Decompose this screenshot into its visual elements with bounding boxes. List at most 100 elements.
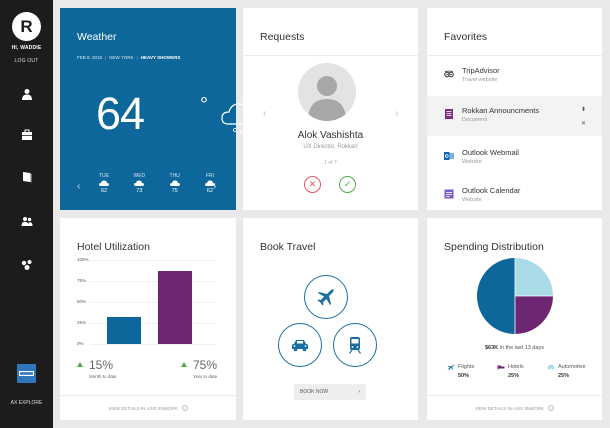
cloud-icon bbox=[134, 180, 145, 186]
favorite-type: Document bbox=[462, 117, 488, 123]
approve-button[interactable]: ✓ bbox=[339, 176, 356, 193]
request-counter: 1 of 7 bbox=[324, 160, 337, 166]
chart-bar bbox=[107, 317, 141, 344]
avatar bbox=[298, 63, 356, 121]
favorites-title: Favorites bbox=[444, 31, 488, 43]
favorite-name: TripAdvisor bbox=[462, 66, 500, 75]
hotel-details-link[interactable]: VIEW DETAILS IN AXIS IINWORK i bbox=[60, 395, 236, 420]
metric-year-value: 75% bbox=[193, 358, 218, 372]
weather-location: NEW YORK bbox=[109, 55, 134, 60]
airplane-icon bbox=[317, 289, 334, 306]
book-car-button[interactable] bbox=[278, 323, 322, 367]
degree-symbol: ° bbox=[200, 94, 208, 116]
reorder-handle-icon[interactable]: ⬍ bbox=[580, 107, 586, 113]
trend-up-icon bbox=[77, 362, 83, 367]
bed-icon bbox=[497, 365, 505, 370]
book-train-button[interactable] bbox=[333, 323, 377, 367]
book-flight-button[interactable] bbox=[304, 275, 348, 319]
forecast-day: THU 75 bbox=[169, 173, 180, 194]
book-travel-card: Book Travel BOOK NOW › bbox=[243, 218, 418, 420]
weather-condition: HEAVY SHOWERS bbox=[140, 55, 181, 60]
user-icon bbox=[21, 89, 32, 100]
info-icon: i bbox=[181, 405, 188, 411]
favorite-item-tripadvisor[interactable]: TripAdvisor Travel website bbox=[427, 56, 602, 96]
favorite-name: Outlook Webmail bbox=[462, 148, 519, 157]
favorite-item-outlook-calendar[interactable]: Outlook Calendar Website bbox=[427, 176, 602, 216]
chart-gridline bbox=[90, 344, 216, 345]
chart-gridline bbox=[90, 260, 216, 261]
train-icon bbox=[349, 337, 361, 354]
spending-details-link[interactable]: VIEW DETAILS IN AXIS IINWORK i bbox=[427, 395, 602, 420]
car-icon bbox=[547, 364, 555, 370]
utilization-chart: 100% 75% 50% 25% 0% bbox=[60, 218, 236, 358]
requests-prev-arrow[interactable]: ‹ bbox=[263, 108, 267, 119]
cloud-icon bbox=[99, 180, 109, 186]
cloud-icon bbox=[169, 180, 180, 186]
spending-legend: Flights 50% Hotels 25% Automotive 25% bbox=[447, 364, 587, 379]
chart-bar bbox=[158, 270, 192, 344]
spending-card: Spending Distribution $63K in the last 1… bbox=[427, 218, 602, 420]
y-tick-label: 75% bbox=[77, 278, 87, 283]
weather-meta: FEB 9, 2015 | NEW YORK | HEAVY SHOWERS bbox=[77, 55, 181, 60]
metric-month-label: Month to date bbox=[89, 374, 117, 379]
requester-name: Alok Vashishta bbox=[297, 130, 364, 141]
forecast-day: WED 73 bbox=[133, 173, 146, 194]
car-icon bbox=[292, 340, 308, 352]
users-icon bbox=[21, 217, 32, 226]
cloud-icon bbox=[204, 180, 215, 186]
info-icon: i bbox=[548, 405, 555, 411]
favorite-name: Rokkan Announcments bbox=[462, 106, 540, 115]
requests-next-arrow[interactable]: › bbox=[395, 108, 399, 119]
nav-profile[interactable] bbox=[0, 74, 53, 114]
hotel-utilization-card: Hotel Utilization 100% 75% 50% 25% 0% 15% Mo… bbox=[60, 218, 236, 420]
weather-date: FEB 9, 2015 bbox=[77, 55, 103, 60]
amex-logo[interactable] bbox=[17, 364, 36, 383]
logout-link[interactable]: LOG OUT bbox=[14, 58, 39, 64]
weather-card: Weather FEB 9, 2015 | NEW YORK | HEAVY S… bbox=[60, 8, 258, 210]
y-tick-label: 100% bbox=[77, 257, 89, 262]
tripadvisor-icon bbox=[444, 70, 454, 78]
favorites-card: Favorites TripAdvisor Travel website Rok… bbox=[427, 8, 602, 210]
calendar-icon bbox=[444, 189, 454, 199]
outlook-icon bbox=[444, 152, 454, 160]
chart-gridline bbox=[90, 323, 216, 324]
favorite-type: Website bbox=[462, 197, 482, 203]
book-icon bbox=[22, 172, 31, 183]
legend-item-automotive: Automotive 25% bbox=[547, 364, 587, 379]
metric-month-value: 15% bbox=[89, 358, 114, 372]
book-now-button[interactable]: BOOK NOW › bbox=[294, 384, 366, 400]
requests-card: Requests ‹ › Alok Vashishta UX Director,… bbox=[243, 8, 418, 210]
spending-amount: $63K bbox=[484, 345, 499, 351]
requests-title: Requests bbox=[260, 31, 305, 43]
nav-documents[interactable] bbox=[0, 157, 53, 197]
favorite-item-outlook-webmail[interactable]: Outlook Webmail Website bbox=[427, 138, 602, 178]
favorite-name: Outlook Calendar bbox=[462, 186, 521, 195]
chart-gridline bbox=[90, 281, 216, 282]
spending-total: $63K in the last 13 days bbox=[427, 345, 602, 351]
remove-favorite-button[interactable]: ✕ bbox=[580, 121, 586, 127]
reject-button[interactable]: ✕ bbox=[304, 176, 321, 193]
nav-contacts[interactable] bbox=[0, 201, 53, 241]
y-tick-label: 0% bbox=[77, 341, 84, 346]
forecast-day: FRI 62 bbox=[204, 173, 215, 194]
nav-network[interactable] bbox=[0, 245, 53, 285]
current-temperature: 64 bbox=[96, 88, 145, 139]
chevron-right-icon: › bbox=[358, 389, 360, 395]
favorite-type: Travel website bbox=[462, 77, 498, 83]
sidebar: R HI, WADDIE LOG OUT AX EXPLORE bbox=[0, 0, 53, 428]
forecast: TUE 62 WED 73 THU 75 FRI 62 bbox=[92, 173, 222, 194]
logo[interactable]: R bbox=[12, 12, 41, 41]
trend-up-icon bbox=[181, 362, 187, 367]
spending-pie-chart bbox=[477, 258, 553, 334]
y-tick-label: 25% bbox=[77, 320, 87, 325]
favorite-item-rokkan[interactable]: Rokkan Announcments Document ⬍ ✕ bbox=[427, 96, 602, 136]
brand-label: AX EXPLORE bbox=[10, 400, 43, 406]
y-tick-label: 50% bbox=[77, 299, 87, 304]
weather-prev-arrow[interactable]: ‹ bbox=[77, 181, 81, 192]
legend-item-hotels: Hotels 25% bbox=[497, 364, 537, 379]
metric-year-label: Year to date bbox=[193, 374, 218, 379]
nav-travel[interactable] bbox=[0, 115, 53, 155]
weather-next-arrow[interactable]: › bbox=[213, 181, 217, 192]
forecast-day: TUE 62 bbox=[99, 173, 109, 194]
user-greeting: HI, WADDIE bbox=[11, 45, 42, 51]
